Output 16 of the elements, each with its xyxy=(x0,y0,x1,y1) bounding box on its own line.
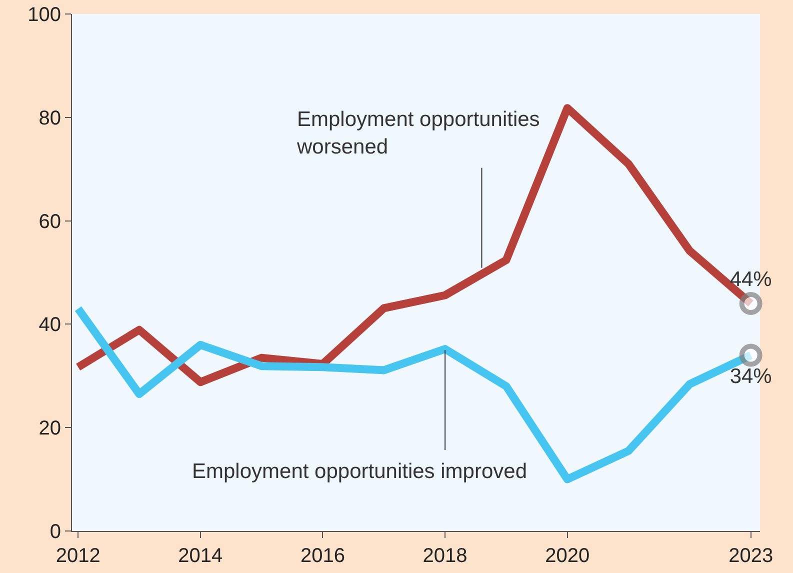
x-tick-label: 2014 xyxy=(178,545,223,567)
y-tick-label: 20 xyxy=(38,418,61,440)
x-tick-label: 2012 xyxy=(56,545,100,567)
y-tick-label: 40 xyxy=(38,314,61,336)
y-tick-label: 80 xyxy=(38,107,61,130)
annotation: Employment opportunities improved xyxy=(192,460,527,483)
x-tick-label: 2018 xyxy=(422,545,468,567)
data-label: 34% xyxy=(730,365,772,388)
y-tick-label: 60 xyxy=(38,210,61,233)
x-tick-label: 2016 xyxy=(300,545,345,567)
x-tick-label: 2023 xyxy=(728,545,774,567)
annotation: Employment opportunities worsened xyxy=(296,108,540,158)
data-label: 44% xyxy=(730,268,772,292)
x-tick-label: 2020 xyxy=(545,545,590,567)
y-tick-label: 100 xyxy=(28,4,61,26)
y-tick-label: 0 xyxy=(50,521,61,543)
